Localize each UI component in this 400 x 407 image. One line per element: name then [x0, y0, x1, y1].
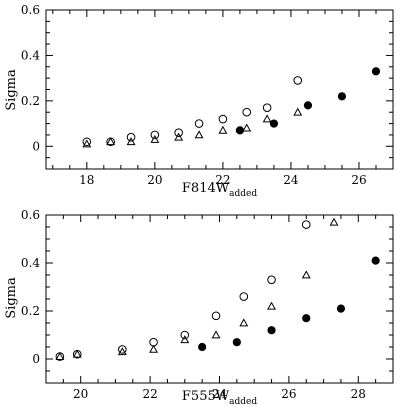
x-tick-label: 24 — [283, 173, 299, 187]
x-tick-label: 26 — [351, 173, 366, 187]
panel-1: 18 20 22 24 26 0 0.2 0.4 0.6 F814Wadded Sigma — [4, 3, 394, 199]
point-open-triangle — [301, 270, 311, 279]
point-filled-circle — [337, 92, 347, 101]
x-tick-label: 22 — [142, 387, 157, 401]
point-open-triangle — [126, 137, 136, 146]
point-open-triangle — [329, 217, 339, 226]
y-tick-label: 0.4 — [21, 48, 40, 62]
point-filled-circle — [269, 119, 279, 128]
point-filled-circle — [267, 326, 276, 335]
point-open-circle — [118, 345, 127, 354]
point-open-triangle — [242, 123, 252, 132]
y-tick-label: 0.2 — [21, 304, 40, 318]
point-open-triangle — [55, 351, 65, 360]
point-open-triangle — [293, 107, 303, 116]
point-open-circle — [180, 330, 190, 340]
point-open-circle — [267, 275, 276, 285]
point-open-triangle — [267, 301, 276, 310]
point-open-circle — [194, 119, 204, 128]
point-open-circle — [82, 137, 92, 147]
y-tick-label: 0.4 — [21, 256, 40, 270]
plot-frame — [45, 9, 394, 170]
panel-2: 20 22 24 26 28 0 0.2 0.4 0.6 F555Wadded Sigma — [4, 208, 394, 407]
point-open-circle — [150, 130, 160, 140]
point-open-triangle — [149, 344, 159, 353]
point-open-triangle — [117, 347, 127, 356]
x-tick-label: 28 — [351, 387, 366, 401]
y-axis-title: Sigma — [4, 277, 19, 319]
point-open-triangle — [218, 125, 228, 134]
x-axis-title: F555Wadded — [182, 389, 257, 407]
y-axis-title: Sigma — [4, 69, 19, 111]
point-filled-circle — [302, 314, 311, 323]
point-filled-circle — [336, 304, 346, 313]
point-open-triangle — [239, 318, 249, 327]
x-axis-title: F814Wadded — [182, 181, 257, 199]
point-open-circle — [242, 107, 252, 117]
point-open-triangle — [211, 330, 221, 339]
y-tick-label: 0.2 — [21, 94, 40, 108]
y-tick-label: 0.6 — [21, 3, 40, 17]
point-filled-circle — [303, 101, 313, 110]
point-filled-circle — [371, 256, 380, 265]
point-open-triangle — [174, 132, 184, 141]
x-tick-label: 18 — [79, 173, 94, 187]
plot-frame — [45, 214, 394, 384]
point-open-circle — [126, 132, 136, 142]
point-filled-circle — [198, 342, 207, 352]
x-tick-label: 26 — [281, 387, 296, 401]
point-open-triangle — [106, 137, 116, 146]
point-open-circle — [174, 128, 183, 137]
point-open-circle — [239, 292, 249, 301]
x-tick-label: 24 — [212, 387, 228, 401]
point-open-circle — [262, 103, 272, 112]
y-tick-label: 0 — [32, 139, 40, 153]
x-tick-label: 22 — [215, 173, 230, 187]
y-tick-label: 0.6 — [21, 208, 40, 222]
point-open-circle — [301, 220, 311, 229]
point-open-triangle — [180, 335, 190, 344]
point-open-triangle — [82, 139, 92, 148]
point-open-triangle — [72, 349, 82, 358]
x-tick-label: 20 — [147, 173, 162, 187]
point-open-triangle — [262, 114, 272, 123]
point-open-circle — [293, 76, 303, 85]
point-filled-circle — [371, 67, 381, 76]
point-open-triangle — [150, 134, 160, 143]
point-open-circle — [218, 114, 228, 124]
point-filled-circle — [232, 338, 241, 347]
point-open-circle — [211, 311, 221, 321]
y-tick-label: 0 — [32, 352, 40, 366]
point-open-triangle — [194, 130, 204, 139]
point-filled-circle — [235, 126, 245, 135]
x-tick-label: 20 — [73, 387, 88, 401]
